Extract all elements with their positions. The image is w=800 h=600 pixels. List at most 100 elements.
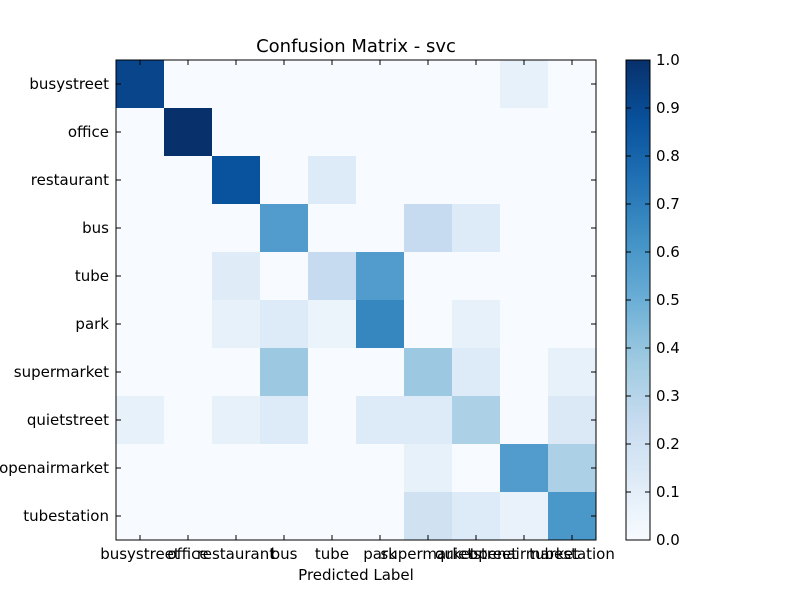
y-tick-label: office (68, 123, 109, 141)
x-tick-label: park (363, 545, 397, 563)
heatmap-cell (116, 156, 165, 205)
heatmap-cell (404, 396, 453, 445)
heatmap-cell (308, 300, 357, 349)
heatmap-cell (212, 204, 261, 253)
x-tick-label: quietstreet (435, 545, 517, 563)
heatmap-cell (452, 300, 501, 349)
heatmap-cell (212, 60, 261, 109)
colorbar-tick-label: 0.6 (656, 243, 680, 261)
heatmap-cell (404, 444, 453, 493)
heatmap-cell (452, 108, 501, 157)
heatmap-cell (452, 396, 501, 445)
colorbar-tick-label: 0.9 (656, 99, 680, 117)
heatmap-cell (452, 204, 501, 253)
y-tick-label: quietstreet (27, 411, 109, 429)
heatmap-cell (260, 300, 309, 349)
y-tick-label: park (75, 315, 109, 333)
y-tick-label: tube (75, 267, 109, 285)
heatmap-cell (212, 348, 261, 397)
heatmap-cell (116, 108, 165, 157)
colorbar-tick-label: 0.0 (656, 531, 680, 549)
heatmap-cell (452, 348, 501, 397)
heatmap-cell (404, 492, 453, 541)
heatmap-cell (452, 252, 501, 301)
heatmap-cell (404, 204, 453, 253)
heatmap-cell (212, 156, 261, 205)
heatmap-cell (500, 492, 549, 541)
heatmap-cell (548, 396, 597, 445)
heatmap-cell (500, 252, 549, 301)
heatmap-cell (548, 60, 597, 109)
heatmap-cell (260, 156, 309, 205)
heatmap-cell (356, 108, 405, 157)
heatmap-cell (500, 396, 549, 445)
heatmap-cell (164, 348, 213, 397)
y-tick-label: busystreet (29, 75, 109, 93)
colorbar-tick-label: 0.8 (656, 147, 680, 165)
heatmap-cell (164, 492, 213, 541)
heatmap-cell (164, 444, 213, 493)
heatmap-cell (308, 444, 357, 493)
heatmap-cell (116, 300, 165, 349)
heatmap-cell (116, 204, 165, 253)
heatmap-cell (404, 108, 453, 157)
heatmap-cell (260, 60, 309, 109)
heatmap-cell (116, 252, 165, 301)
colorbar-tick-label: 0.5 (656, 291, 680, 309)
x-tick-label: tubestation (529, 545, 615, 563)
heatmap-cell (500, 300, 549, 349)
heatmap-cell (212, 300, 261, 349)
heatmap-cell (452, 444, 501, 493)
heatmap-cell (548, 492, 597, 541)
heatmap-cell (164, 156, 213, 205)
heatmap-cell (164, 300, 213, 349)
y-tick-label: tubestation (23, 507, 109, 525)
heatmap-cell (500, 444, 549, 493)
colorbar-tick-label: 0.2 (656, 435, 680, 453)
heatmap-cell (212, 444, 261, 493)
heatmap-cell (212, 492, 261, 541)
colorbar-tick-label: 1.0 (656, 51, 680, 69)
heatmap-cell (356, 444, 405, 493)
x-tick-label: tube (315, 545, 349, 563)
heatmap-cell (404, 60, 453, 109)
heatmap-cell (500, 108, 549, 157)
heatmap-cell (260, 444, 309, 493)
heatmap-cell (548, 444, 597, 493)
heatmap-cell (212, 396, 261, 445)
heatmap-cell (356, 396, 405, 445)
heatmap-cell (548, 348, 597, 397)
x-tick-label: office (167, 545, 208, 563)
heatmap-cell (116, 444, 165, 493)
heatmap-cell (452, 156, 501, 205)
heatmap-cell (500, 60, 549, 109)
y-tick-labels: busystreet office restaurant bus tube park sup… (0, 75, 109, 525)
colorbar-ticks: 0.0 0.1 0.2 0.3 0.4 0.5 0.6 0.7 0.8 0.9 1.0 (626, 51, 680, 549)
heatmap-cell (308, 108, 357, 157)
heatmap-cell (260, 348, 309, 397)
heatmap-cell (260, 204, 309, 253)
heatmap-cell (308, 60, 357, 109)
heatmap-cell (116, 492, 165, 541)
heatmap-cell (404, 252, 453, 301)
plot-frame (115, 59, 597, 541)
colorbar-tick-label: 0.3 (656, 387, 680, 405)
heatmap-cell (548, 252, 597, 301)
heatmap-cell (308, 492, 357, 541)
heatmap-cell (260, 396, 309, 445)
heatmap-cell (404, 300, 453, 349)
heatmap-cell (356, 156, 405, 205)
heatmap-cell (164, 108, 213, 157)
axis-ticks (116, 60, 596, 540)
x-tick-label: busystreet (100, 545, 180, 563)
heatmap-cells (116, 60, 597, 541)
x-tick-label: openairmarket (469, 545, 579, 563)
heatmap-cell (500, 204, 549, 253)
heatmap-cell (548, 300, 597, 349)
heatmap-cell (548, 156, 597, 205)
heatmap-cell (164, 396, 213, 445)
heatmap-cell (500, 156, 549, 205)
y-tick-label: openairmarket (0, 459, 109, 477)
y-tick-label: restaurant (31, 171, 109, 189)
